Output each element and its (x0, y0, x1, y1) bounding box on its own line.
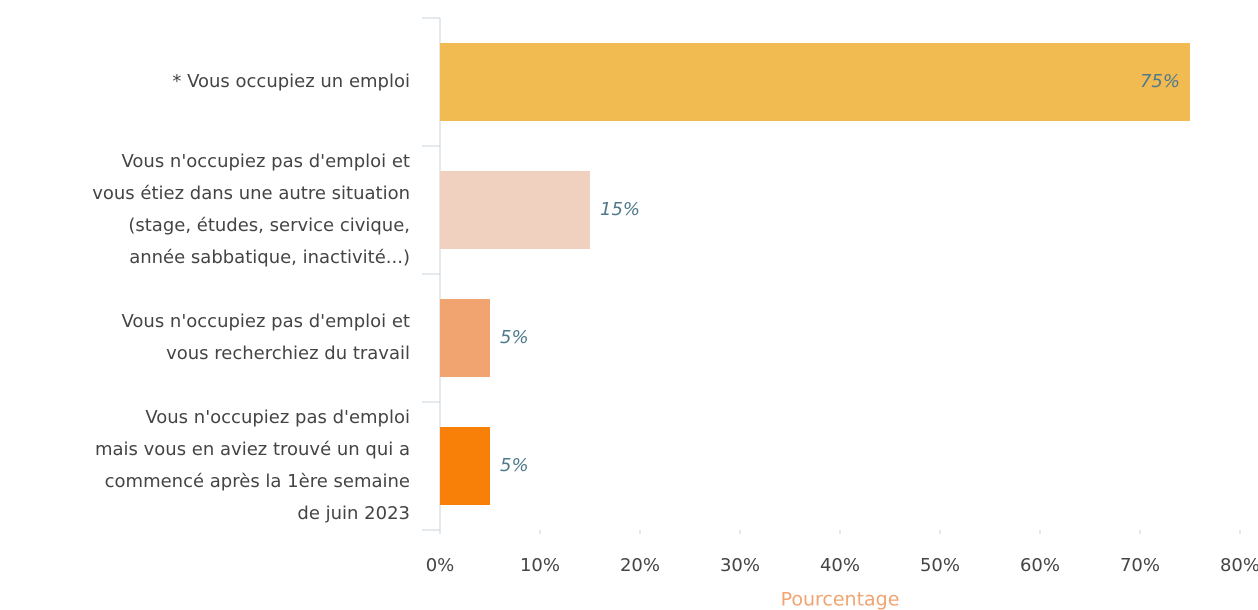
x-tick-label: 20% (620, 555, 660, 576)
x-axis-title: Pourcentage (781, 589, 900, 610)
y-tick-label: (stage, études, service civique, (128, 215, 410, 236)
bar (440, 299, 490, 377)
value-label: 75% (1140, 71, 1180, 92)
y-tick-label: vous recherchiez du travail (166, 343, 410, 364)
bar (440, 171, 590, 249)
y-tick-label: mais vous en aviez trouvé un qui a (95, 439, 410, 460)
value-label: 5% (500, 455, 529, 476)
value-label: 5% (500, 327, 529, 348)
x-tick-label: 60% (1020, 555, 1060, 576)
x-tick-label: 80% (1220, 555, 1258, 576)
x-tick-label: 50% (920, 555, 960, 576)
x-tick-label: 10% (520, 555, 560, 576)
x-tick-label: 40% (820, 555, 860, 576)
y-tick-label: vous étiez dans une autre situation (92, 183, 410, 204)
x-tick-label: 0% (426, 555, 455, 576)
y-tick-label: * Vous occupiez un emploi (172, 71, 410, 92)
y-tick-label: de juin 2023 (297, 503, 410, 524)
y-tick-label: Vous n'occupiez pas d'emploi et (121, 311, 410, 332)
x-tick-label: 30% (720, 555, 760, 576)
bar (440, 427, 490, 505)
y-tick-label: commencé après la 1ère semaine (105, 471, 410, 492)
y-tick-label: Vous n'occupiez pas d'emploi (145, 407, 410, 428)
bar (440, 43, 1190, 121)
value-label: 15% (600, 199, 640, 220)
y-tick-label: année sabbatique, inactivité...) (129, 247, 410, 268)
y-tick-label: Vous n'occupiez pas d'emploi et (121, 151, 410, 172)
x-tick-label: 70% (1120, 555, 1160, 576)
